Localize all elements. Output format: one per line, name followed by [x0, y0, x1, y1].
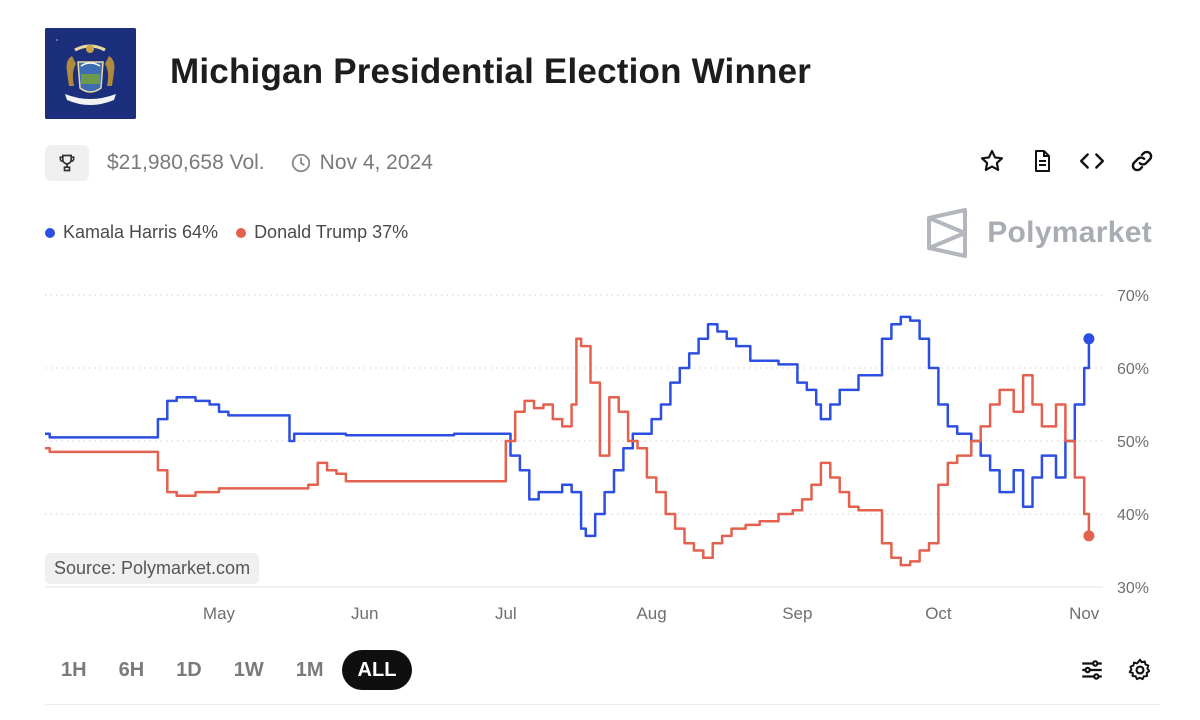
x-tick-label: Oct [925, 604, 952, 623]
legend-label-trump: Donald Trump 37% [254, 222, 409, 242]
x-tick-label: Jun [351, 604, 378, 623]
time-range-selector: 1H 6H 1D 1W 1M ALL [45, 650, 413, 690]
code-icon[interactable] [1078, 146, 1106, 176]
legend-dot-harris [45, 227, 55, 238]
document-icon[interactable] [1028, 146, 1056, 176]
series-line-donald-trump [45, 337, 1091, 567]
polymarket-wordmark: Polymarket [987, 216, 1152, 249]
x-tick-label: Sep [782, 604, 812, 623]
polymarket-brand: Polymarket [925, 208, 1152, 258]
chart-tools [1078, 656, 1154, 684]
legend-item-trump: Donald Trump 37% [236, 222, 408, 243]
market-meta: $21,980,658 Vol. Nov 4, 2024 [45, 145, 433, 181]
x-tick-label: Nov [1069, 604, 1100, 623]
series-endpoint-donald-trump [1083, 530, 1095, 542]
y-tick-label: 50% [1117, 434, 1149, 451]
y-tick-label: 70% [1117, 288, 1149, 305]
trophy-icon [59, 154, 75, 172]
star-icon[interactable] [978, 146, 1006, 176]
legend-label-harris: Kamala Harris 64% [63, 222, 219, 242]
bottom-divider [45, 704, 1160, 705]
x-tick-label: Aug [636, 604, 666, 623]
x-tick-label: May [203, 604, 236, 623]
sliders-icon[interactable] [1078, 656, 1106, 684]
legend-item-harris: Kamala Harris 64% [45, 222, 218, 243]
trophy-badge [45, 145, 89, 181]
michigan-seal-image [45, 28, 136, 119]
range-button-1h[interactable]: 1H [61, 658, 87, 681]
polymarket-logo-icon [927, 208, 968, 258]
link-icon[interactable] [1128, 146, 1156, 176]
y-tick-label: 30% [1117, 580, 1149, 597]
range-button-all[interactable]: ALL [341, 650, 413, 690]
source-label: Source: Polymarket.com [45, 553, 260, 584]
range-button-1m[interactable]: 1M [295, 658, 324, 681]
y-tick-label: 60% [1117, 361, 1149, 378]
clock-icon [290, 152, 312, 174]
series-endpoint-kamala-harris [1083, 333, 1095, 345]
legend-dot-trump [236, 227, 247, 238]
market-actions [978, 146, 1156, 176]
x-tick-label: Jul [495, 604, 517, 623]
volume-text: $21,980,658 Vol. [107, 151, 265, 174]
y-tick-label: 40% [1117, 507, 1149, 524]
gear-icon[interactable] [1126, 656, 1154, 684]
range-button-1d[interactable]: 1D [176, 658, 202, 681]
michigan-seal-logo [45, 28, 136, 119]
end-date-text: Nov 4, 2024 [319, 151, 433, 174]
chart-legend: Kamala Harris 64% Donald Trump 37% [45, 222, 426, 243]
range-button-6h[interactable]: 6H [118, 658, 145, 681]
range-button-1w[interactable]: 1W [233, 658, 264, 681]
market-title: Michigan Presidential Election Winner [170, 52, 812, 91]
price-history-chart[interactable]: 70% 60% 50% 40% 30% May Jun Jul Aug Sep Oct Nov [0, 270, 1200, 640]
